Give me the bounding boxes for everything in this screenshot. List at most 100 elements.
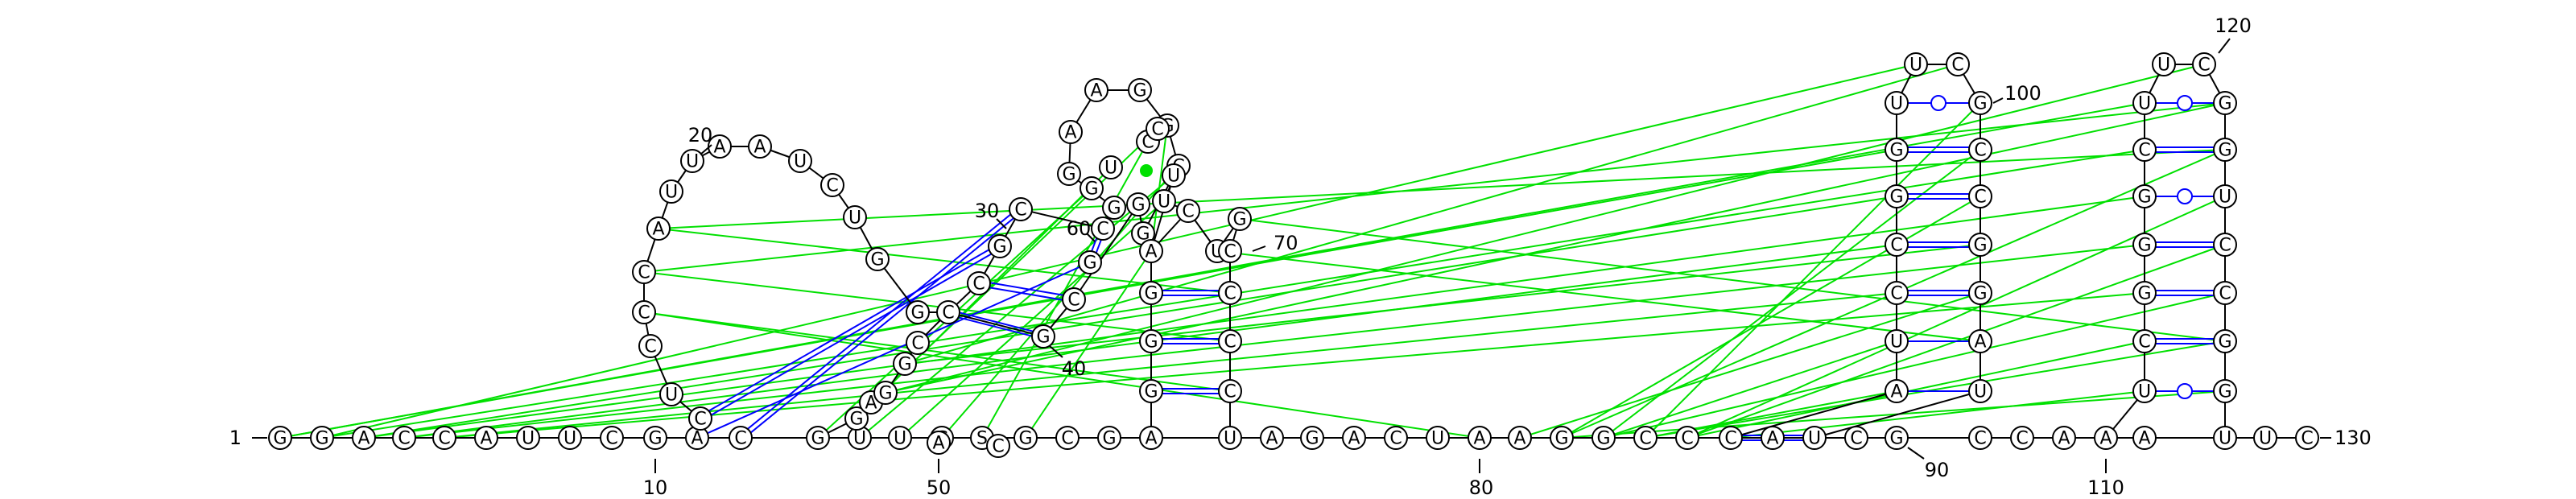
nucleotide: U [680, 149, 704, 173]
nucleotide: G [873, 381, 898, 405]
nucleotide: G [1102, 196, 1126, 220]
nucleotide: A [1508, 426, 1532, 450]
nucleotide: C [600, 426, 624, 450]
interaction-line [885, 64, 2205, 394]
svg-text:U: U [2138, 94, 2151, 114]
position-label: 40 [1062, 357, 1087, 380]
svg-text:G: G [1889, 188, 1903, 208]
svg-text:C: C [2138, 332, 2150, 353]
svg-text:U: U [1890, 332, 1903, 353]
svg-text:G: G [2137, 188, 2151, 208]
svg-text:U: U [1909, 56, 1922, 76]
backbone-segment [1150, 175, 1174, 252]
wobble-pair-marker [1930, 95, 1946, 111]
svg-text:G: G [2218, 141, 2231, 161]
svg-text:C: C [1224, 242, 1236, 262]
nucleotides: GGACCAUUCGACGUUGSGCGAUAGACUAAGGCCCAUCGCC… [268, 52, 2319, 458]
interaction-line [1239, 218, 2226, 342]
svg-text:C: C [1681, 429, 1693, 449]
nucleotide: C [1968, 184, 1992, 208]
nucleotide: C [986, 434, 1010, 458]
svg-text:C: C [1890, 284, 1902, 304]
svg-text:U: U [1167, 167, 1180, 187]
base-pair-line [978, 284, 1074, 303]
nucleotide: G [988, 234, 1012, 258]
position-label: 100 [2004, 82, 2041, 105]
nucleotide: C [2213, 233, 2237, 257]
svg-text:U: U [853, 429, 866, 449]
svg-text:G: G [1144, 284, 1158, 304]
nucleotide: G [1968, 233, 1992, 257]
svg-text:A: A [1348, 429, 1360, 449]
nucleotide: U [1885, 91, 1909, 115]
svg-text:A: A [865, 394, 877, 414]
interaction-line [643, 271, 1231, 342]
svg-text:C: C [1974, 429, 1986, 449]
nucleotide: C [1218, 239, 1242, 263]
interaction-line [904, 244, 1981, 365]
base-pair-line [699, 243, 1000, 418]
nucleotide: G [268, 426, 292, 450]
svg-text:U: U [665, 386, 678, 406]
interaction-line [643, 311, 1480, 439]
svg-text:C: C [911, 334, 923, 354]
svg-text:A: A [1513, 429, 1525, 449]
nucleotide: A [748, 134, 772, 159]
nucleotide: A [2052, 426, 2076, 450]
svg-text:C: C [1974, 188, 1986, 208]
svg-text:G: G [1554, 429, 1568, 449]
wobble-pair-marker [2177, 188, 2193, 204]
nucleotide: G [2213, 329, 2237, 353]
nucleotide: G [906, 300, 930, 324]
position-label: 110 [2087, 476, 2124, 499]
nucleotide: A [1059, 120, 1083, 144]
nucleotide: C [1218, 281, 1242, 305]
position-label: 70 [1274, 232, 1298, 254]
svg-text:A: A [2099, 429, 2112, 449]
svg-text:A: A [753, 138, 766, 158]
nucleotide: C [638, 334, 663, 358]
svg-text:G: G [1107, 199, 1121, 219]
nucleotide: U [888, 426, 912, 450]
svg-text:U: U [1890, 94, 1903, 114]
position-tick [2218, 38, 2231, 54]
nucleotide: C [1844, 426, 1868, 450]
interaction-line [444, 292, 2145, 439]
nucleotide: C [2010, 426, 2034, 450]
nucleotide: G [1885, 426, 1909, 450]
interaction-line [363, 196, 2145, 439]
svg-text:A: A [480, 429, 492, 449]
nucleotide: A [1084, 78, 1108, 102]
position-label: 30 [975, 200, 1000, 222]
interaction-line [279, 102, 2145, 439]
svg-text:U: U [848, 208, 861, 229]
nucleotide: C [936, 300, 960, 324]
nucleotide: G [2132, 233, 2157, 257]
nucleotide: G [1591, 426, 1616, 450]
nucleotide: G [1057, 162, 1081, 186]
svg-text:U: U [1158, 192, 1170, 212]
svg-text:A: A [932, 434, 944, 454]
position-label: 10 [643, 476, 668, 499]
nucleotide: C [1675, 426, 1699, 450]
svg-text:C: C [605, 429, 617, 449]
svg-text:A: A [1265, 429, 1278, 449]
svg-text:G: G [1144, 382, 1158, 402]
svg-text:A: A [1766, 429, 1778, 449]
nucleotide: C [1218, 329, 1242, 353]
svg-text:G: G [1232, 210, 1246, 230]
nucleotide: C [1946, 52, 1970, 76]
nucleotide: C [1719, 426, 1743, 450]
svg-text:U: U [2219, 429, 2231, 449]
svg-text:G: G [870, 250, 884, 270]
nucleotide: A [352, 426, 376, 450]
nucleotide: U [1904, 52, 1928, 76]
interaction-line [1561, 390, 2226, 439]
nucleotide: G [1228, 207, 1252, 231]
backbone-segment [1730, 390, 1897, 439]
svg-text:G: G [910, 303, 924, 324]
nucleotide: U [1152, 189, 1176, 213]
nucleotide: A [1139, 239, 1163, 263]
nucleotide: C [1062, 287, 1086, 311]
interaction-line [899, 200, 1165, 439]
